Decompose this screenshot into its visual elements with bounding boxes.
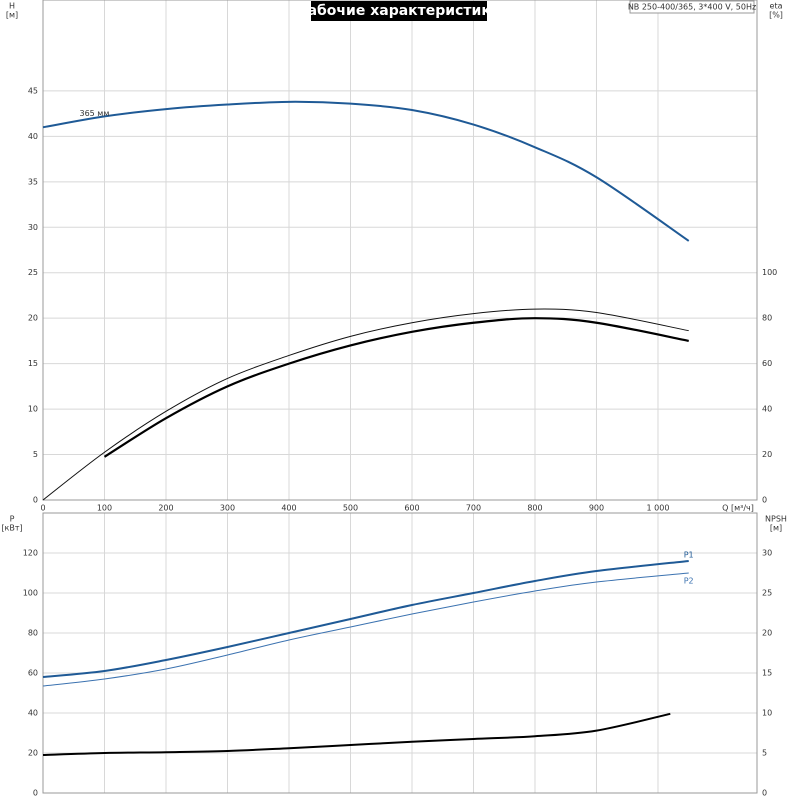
- x-tick-label: 800: [527, 504, 542, 513]
- series-label: P2: [684, 577, 694, 586]
- series-line: [103, 317, 689, 458]
- y2-tick-label: 10: [762, 709, 772, 718]
- y-tick-label: 30: [28, 223, 38, 232]
- y2-tick-label: 5: [762, 749, 767, 758]
- y-tick-label: 100: [23, 589, 38, 598]
- x-tick-label: 200: [158, 504, 173, 513]
- y-axis-unit: [м]: [6, 11, 18, 20]
- y2-tick-label: 0: [762, 789, 767, 798]
- y-tick-label: 40: [28, 709, 38, 718]
- y-tick-label: 120: [23, 549, 38, 558]
- y-tick-label: 5: [33, 450, 38, 459]
- x-tick-label: 400: [281, 504, 296, 513]
- y2-tick-label: 25: [762, 589, 772, 598]
- y2-tick-label: 40: [762, 405, 772, 414]
- chart-subtitle: NB 250-400/365, 3*400 V, 50Hz: [628, 3, 756, 12]
- y-tick-label: 20: [28, 314, 38, 323]
- y2-axis-label: NPSH: [765, 515, 787, 524]
- x-tick-label: 700: [466, 504, 481, 513]
- y2-tick-label: 20: [762, 629, 772, 638]
- y2-tick-label: 80: [762, 314, 772, 323]
- y-tick-label: 10: [28, 405, 38, 414]
- y-tick-label: 0: [33, 789, 38, 798]
- y2-tick-label: 0: [762, 496, 767, 505]
- y-axis-unit: [кВт]: [1, 524, 22, 533]
- y2-axis-label: eta: [770, 2, 783, 11]
- y2-tick-label: 20: [762, 450, 772, 459]
- series-line: [42, 712, 671, 756]
- y2-axis-unit: [м]: [770, 524, 782, 533]
- y-tick-label: 40: [28, 132, 38, 141]
- y-tick-label: 60: [28, 669, 38, 678]
- y-tick-label: 0: [33, 496, 38, 505]
- x-tick-label: 500: [343, 504, 358, 513]
- y2-tick-label: 100: [762, 268, 777, 277]
- y-tick-label: 35: [28, 177, 38, 186]
- y2-axis-unit: [%]: [769, 11, 783, 20]
- x-tick-label: 600: [404, 504, 419, 513]
- series-line: [42, 572, 689, 687]
- plot-frame: [42, 512, 758, 794]
- y-tick-label: 20: [28, 749, 38, 758]
- y-axis-label: P: [10, 515, 15, 524]
- title-box: [311, 1, 487, 21]
- subtitle-box: [629, 0, 755, 14]
- y-axis-label: H: [9, 2, 15, 11]
- series-line: [42, 560, 689, 678]
- y2-tick-label: 15: [762, 669, 772, 678]
- series-label: 365 мм: [79, 109, 109, 118]
- y-tick-label: 25: [28, 268, 38, 277]
- y-tick-label: 80: [28, 629, 38, 638]
- y-tick-label: 45: [28, 86, 38, 95]
- x-tick-label: 900: [589, 504, 604, 513]
- series-label: P1: [684, 551, 694, 560]
- y-tick-label: 15: [28, 359, 38, 368]
- x-tick-label: 1 000: [647, 504, 670, 513]
- chart-title: Рабочие характеристики: [297, 3, 500, 19]
- x-axis-label: Q [м³/ч]: [722, 504, 754, 513]
- x-tick-label: 100: [97, 504, 112, 513]
- series-line: [42, 308, 689, 501]
- y2-tick-label: 30: [762, 549, 772, 558]
- grid: [42, 0, 757, 794]
- x-tick-label: 300: [220, 504, 235, 513]
- plot-frame: [42, 0, 758, 501]
- series-line: [42, 100, 690, 242]
- y2-tick-label: 60: [762, 359, 772, 368]
- x-tick-label: 0: [40, 504, 45, 513]
